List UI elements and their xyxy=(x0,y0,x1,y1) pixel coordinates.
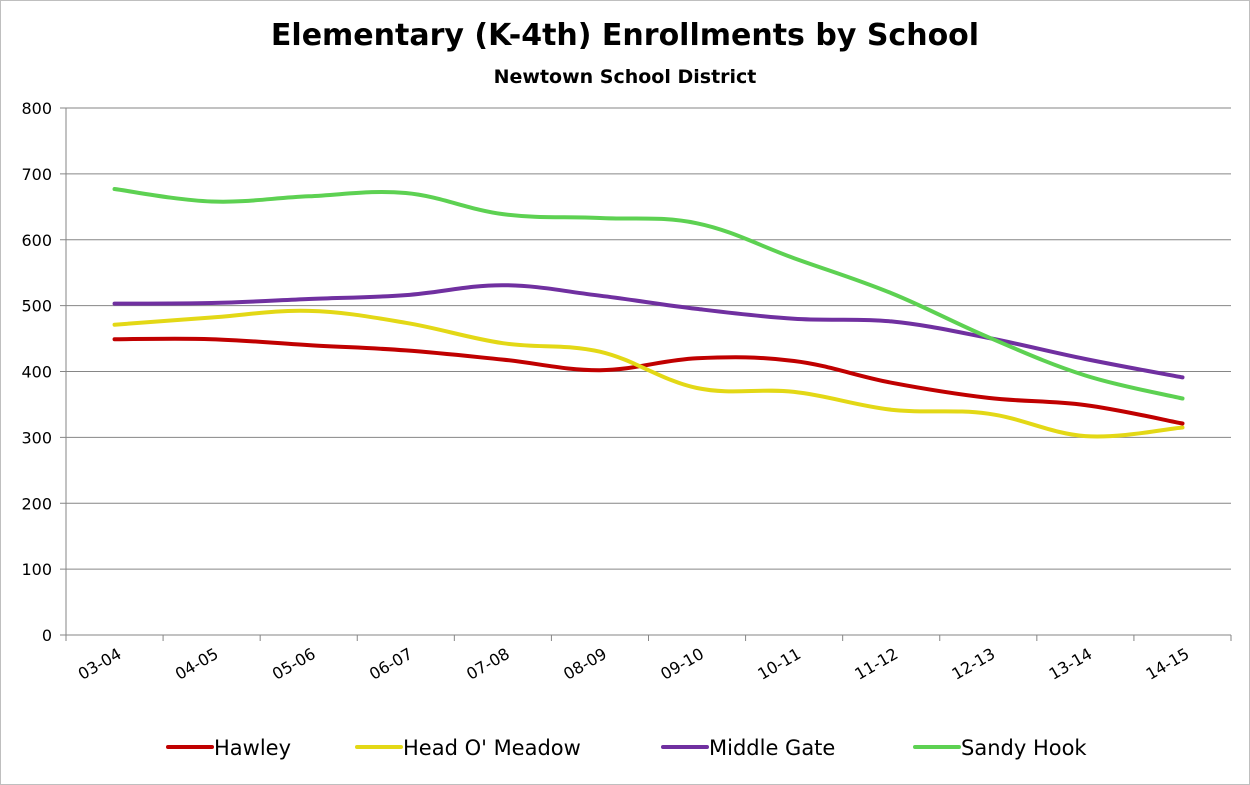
x-tick-label: 08-09 xyxy=(560,644,610,684)
legend-item-sandy-hook: Sandy Hook xyxy=(913,736,1087,760)
y-tick-label: 500 xyxy=(21,297,52,316)
chart-title: Elementary (K-4th) Enrollments by School xyxy=(270,18,980,53)
x-tick-label: 12-13 xyxy=(949,644,999,684)
y-tick-label: 700 xyxy=(21,165,52,184)
legend-item-hawley: Hawley xyxy=(166,736,291,760)
legend: Hawley Head O' Meadow Middle Gate Sandy Hoo… xyxy=(166,736,1087,760)
series-lines xyxy=(112,187,1185,439)
x-tick-label: 14-15 xyxy=(1143,644,1193,684)
series-line-hawley xyxy=(112,336,1185,426)
series-line-sandy-hook xyxy=(112,187,1185,401)
y-tick-label: 300 xyxy=(21,428,52,447)
legend-label: Head O' Meadow xyxy=(403,736,581,760)
x-tick-label: 09-10 xyxy=(657,644,707,684)
y-axis-ticks: 0 100 200 300 400 500 600 700 800 xyxy=(21,99,52,645)
x-tick-label: 04-05 xyxy=(172,644,222,684)
x-tick-label: 11-12 xyxy=(851,644,901,684)
x-tick-label: 13-14 xyxy=(1046,644,1096,684)
y-tick-label: 600 xyxy=(21,231,52,250)
x-axis-ticks: 03-04 04-05 05-06 06-07 07-08 08-09 09-10 10-11… xyxy=(75,644,1193,684)
x-tick-label: 07-08 xyxy=(463,644,513,684)
legend-item-head-o-meadow: Head O' Meadow xyxy=(355,736,581,760)
y-tick-label: 800 xyxy=(21,99,52,118)
series-line-head-o-meadow xyxy=(112,308,1185,439)
x-tick-label: 05-06 xyxy=(269,644,319,684)
x-tick-label: 06-07 xyxy=(366,644,416,684)
legend-label: Hawley xyxy=(214,736,291,760)
gridlines xyxy=(66,107,1231,570)
y-tick-label: 400 xyxy=(21,363,52,382)
legend-label: Sandy Hook xyxy=(961,736,1087,760)
y-tick-label: 100 xyxy=(21,560,52,579)
y-tick-label: 200 xyxy=(21,494,52,513)
legend-item-middle-gate: Middle Gate xyxy=(661,736,835,760)
chart-subtitle: Newtown School District xyxy=(493,66,757,88)
x-tick-label: 03-04 xyxy=(75,644,125,684)
axes xyxy=(60,107,1232,641)
x-tick-label: 10-11 xyxy=(754,644,804,684)
y-tick-label: 0 xyxy=(42,626,52,645)
legend-label: Middle Gate xyxy=(709,736,835,760)
